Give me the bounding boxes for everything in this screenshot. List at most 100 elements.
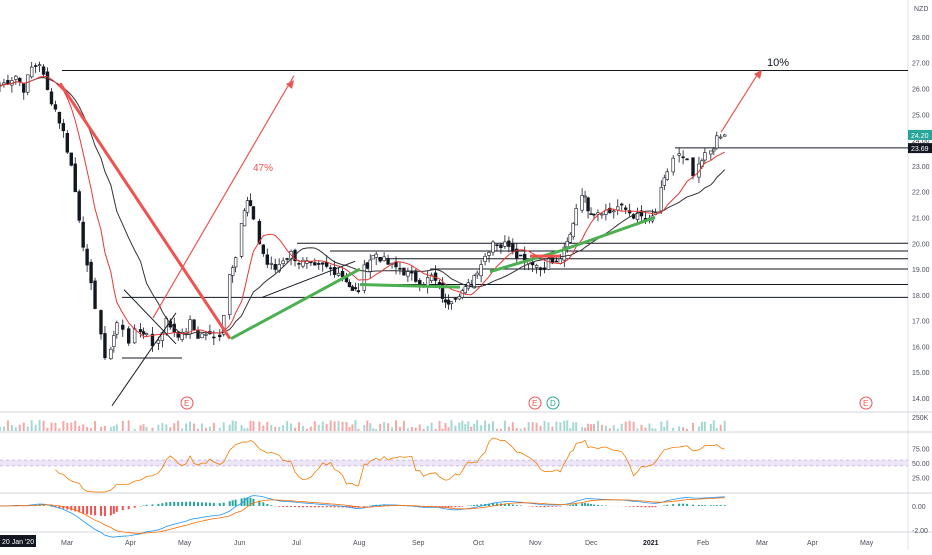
candle-body [112,336,115,347]
macd-histogram-bar [508,504,510,506]
candle-body [212,337,215,338]
candle-body [473,276,476,288]
candle-body [240,223,243,256]
macd-histogram-bar [94,506,96,515]
volume-bar [322,422,324,431]
volume-bar [298,422,300,431]
volume-bar [185,423,187,431]
candle-body [555,261,558,262]
volume-bar [302,426,304,431]
macd-histogram-bar [110,506,112,515]
volume-bar [445,423,447,431]
volume-bar [447,427,449,431]
volume-bar [165,424,167,431]
volume-bar [266,422,268,431]
volume-bar [555,422,557,431]
volume-bar [524,427,526,431]
volume-bar [660,422,662,431]
volume-bar [375,429,377,431]
volume-bar [625,422,627,431]
macd-histogram-bar [193,502,195,506]
macd-histogram-bar [201,502,203,506]
macd-histogram-bar [651,506,653,507]
candle-body [26,75,29,92]
candle-body [145,333,148,334]
candle-body [575,208,578,224]
volume-bar [629,421,631,431]
volume-bar [219,428,221,431]
candle-body [70,153,73,165]
candle-body [444,300,447,302]
macd-histogram-bar [587,503,589,506]
macd-histogram-bar [666,505,668,506]
volume-bar [334,421,336,431]
volume-bar [286,421,288,431]
macd-histogram-bar [559,506,561,507]
candle-body [363,265,366,290]
price-tick-label: 18.00 [912,293,930,300]
macd-histogram-bar [686,504,688,506]
volume-bar [346,422,348,431]
time-tick-label: May [178,540,192,547]
candle-body [581,195,584,210]
candle-body [341,271,344,276]
volume-bar [686,429,688,431]
volume-bar [7,420,9,431]
macd-histogram-bar [701,505,703,506]
candle-body [543,268,546,270]
volume-bar [205,428,207,431]
volume-bar [637,428,639,431]
candle-body [109,349,112,359]
time-tick-label: Jun [234,540,245,547]
time-tick-label: Mar [756,540,769,547]
macd-histogram-bar [532,506,534,507]
volume-bar [318,425,320,431]
candle-body [262,245,265,254]
volume-bar [480,425,482,431]
candle-body [74,164,77,192]
candle-body [593,214,596,215]
candle-body [54,105,57,110]
macd-histogram-bar [713,505,715,506]
rsi-tick-label: 75.00 [912,447,930,454]
time-tick-label: Mar [61,540,74,547]
volume-bar [15,427,17,431]
volume-bar [290,424,292,431]
macd-tick-label: -2.00 [912,528,928,535]
candle-body [719,137,722,138]
volume-bar [666,421,668,431]
candle-body [121,325,124,329]
volume-bar [605,426,607,431]
volume-bar [143,424,145,431]
candle-body [313,263,316,266]
volume-bar [330,421,332,431]
price-tick-label: 20.00 [912,241,930,248]
dividend-marker-label: D [550,399,556,408]
price-tick-label: 21.00 [912,215,930,222]
volume-bar [641,425,643,431]
macd-histogram-bar [473,505,475,506]
macd-histogram-bar [724,505,726,506]
price-tick-label: 26.00 [912,87,930,94]
projection-label-47: 47% [253,163,273,174]
volume-bar [235,421,237,431]
macd-histogram-bar [286,506,288,507]
volume-bar [82,424,84,431]
volume-bar [113,426,115,431]
macd-histogram-bar [151,504,153,506]
volume-bar [520,429,522,431]
volume-bar [66,423,68,431]
candle-body [139,329,142,331]
macd-histogram-bar [536,506,538,507]
volume-bar [654,428,656,431]
macd-histogram-bar [551,506,553,507]
macd-histogram-bar [581,503,583,506]
chart-background [0,0,908,550]
volume-bar [399,427,401,431]
macd-histogram-bar [223,503,225,506]
price-tick-label: 19.00 [912,267,930,274]
volume-bar [528,422,530,431]
candle-body [535,265,538,267]
macd-histogram-bar [229,501,231,506]
